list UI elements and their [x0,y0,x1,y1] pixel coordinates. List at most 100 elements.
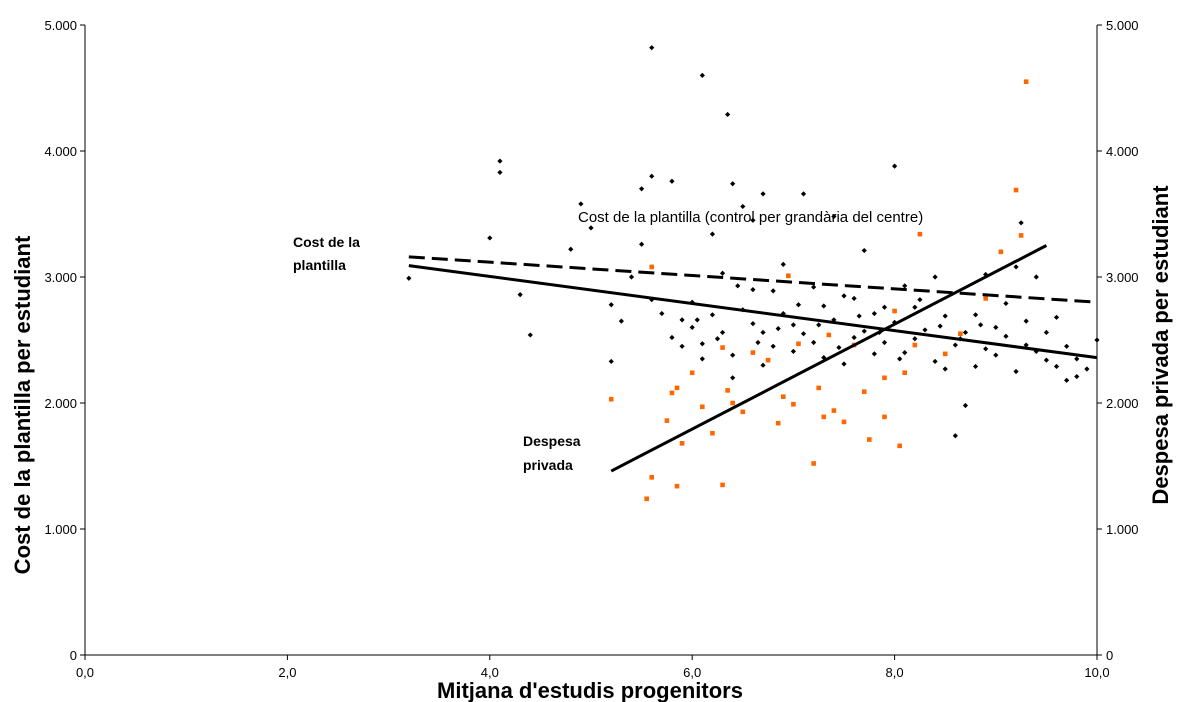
staff-cost-point [841,293,847,299]
staff-cost-point [800,191,807,197]
private-spending-point [720,482,725,488]
staff-cost-point [679,343,685,349]
staff-cost-point [578,201,584,207]
staff-cost-point [588,225,594,231]
private-spending-point [700,404,705,410]
y-left-tick-label: 0 [70,648,77,663]
private-spending-point [649,264,655,270]
staff-cost-point [709,312,716,318]
staff-cost-point [942,366,948,372]
trend-line [610,244,1048,473]
staff-cost-point [1018,220,1024,226]
x-tick-label: 0,0 [76,665,94,680]
staff-cost-point [983,346,989,352]
staff-cost-point [527,332,533,338]
private-spending-point [786,273,791,279]
private-spending-point [831,408,837,413]
staff-cost-point [649,45,655,51]
staff-cost-point [821,303,827,309]
staff-cost-point [760,329,766,336]
private-spending-point [765,357,771,363]
staff-cost-point [902,350,908,356]
y-right-tick-label: 2.000 [1106,396,1139,411]
staff-cost-point [978,322,984,328]
y-left-tick-label: 3.000 [44,270,77,285]
private-spending-point [841,419,847,425]
staff-cost-point [649,173,655,179]
staff-cost-point [811,339,817,346]
staff-cost-point [922,327,928,333]
staff-cost-point [659,310,665,317]
private-spending-point [912,342,918,348]
private-spending-point [816,385,821,391]
private-spending-point [983,296,988,301]
private-spending-point [608,396,614,402]
y-left-tick-label: 2.000 [44,396,77,411]
staff-cost-point [679,317,685,323]
staff-cost-point [871,351,877,357]
private-spending-point [882,375,887,381]
staff-cost-point [962,329,969,336]
staff-cost-point [1094,337,1100,343]
x-axis-title: Mitjana d'estudis progenitors [437,678,743,702]
annotation-staff-line-1: Cost de la [293,234,360,250]
staff-cost-point [892,163,898,169]
staff-cost-point [851,295,857,302]
staff-cost-point [892,319,898,325]
private-spending-point [674,483,680,489]
staff-cost-point [983,271,989,278]
staff-cost-point [487,235,493,241]
staff-cost-point [800,331,807,337]
staff-cost-point [881,304,888,310]
staff-cost-point [497,158,503,164]
staff-cost-point [912,304,918,310]
private-spending-point [867,437,872,442]
staff-cost-point [628,274,635,280]
private-spending-point [780,394,786,399]
staff-cost-point [730,352,736,358]
private-spending-point [942,351,948,357]
y-left-tick-label: 5.000 [44,18,77,33]
private-spending-point [689,370,695,376]
staff-cost-point [1023,318,1029,324]
staff-cost-point [1013,368,1019,375]
x-tick-label: 10,0 [1084,665,1109,680]
staff-cost-point [1074,356,1080,362]
staff-cost-points [406,45,1100,439]
staff-cost-point [735,283,741,289]
private-spending-point [811,461,816,466]
staff-cost-point [699,356,705,362]
x-tick-label: 2,0 [278,665,296,680]
staff-cost-point [770,343,776,349]
staff-cost-point [811,284,817,290]
staff-cost-point [699,72,705,78]
staff-cost-point [1023,342,1029,348]
staff-cost-point [719,329,726,336]
staff-cost-point [760,191,766,197]
x-tick-label: 4,0 [481,665,499,680]
staff-cost-point [1053,363,1060,370]
private-spending-point [861,389,867,394]
staff-cost-point [962,402,969,409]
staff-cost-point [406,275,412,281]
annotation-private-line-2: privada [523,457,573,473]
staff-cost-point [780,261,786,267]
staff-cost-point [1064,343,1070,349]
staff-cost-point [917,297,923,303]
staff-cost-point [750,287,756,293]
staff-cost-point [750,217,756,223]
private-spending-point [750,350,756,355]
staff-cost-point [669,334,675,341]
private-spending-point [998,249,1004,255]
staff-cost-point [816,322,822,328]
staff-cost-point [795,302,802,308]
staff-cost-point [770,288,776,294]
staff-cost-point [714,336,721,342]
private-spending-point [710,430,715,436]
private-spending-point [725,388,730,393]
staff-cost-point [568,246,574,252]
y-right-tick-label: 3.000 [1106,270,1139,285]
staff-cost-point [932,274,938,280]
staff-cost-point [755,339,761,346]
private-spending-point [892,308,897,314]
